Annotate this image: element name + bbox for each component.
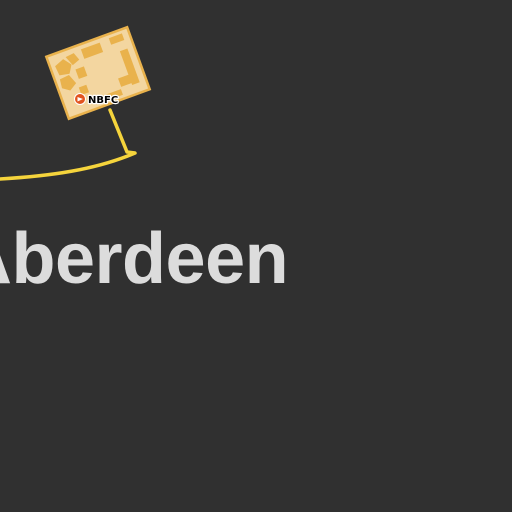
place-label: Aberdeen	[0, 219, 289, 299]
venue-buildings	[55, 33, 140, 103]
venue-label: NBFC	[88, 95, 118, 106]
venue-lot[interactable]	[44, 25, 152, 121]
road[interactable]	[0, 108, 137, 181]
venue-poi[interactable]: NBFC	[74, 93, 119, 107]
pizza-icon	[74, 93, 86, 105]
